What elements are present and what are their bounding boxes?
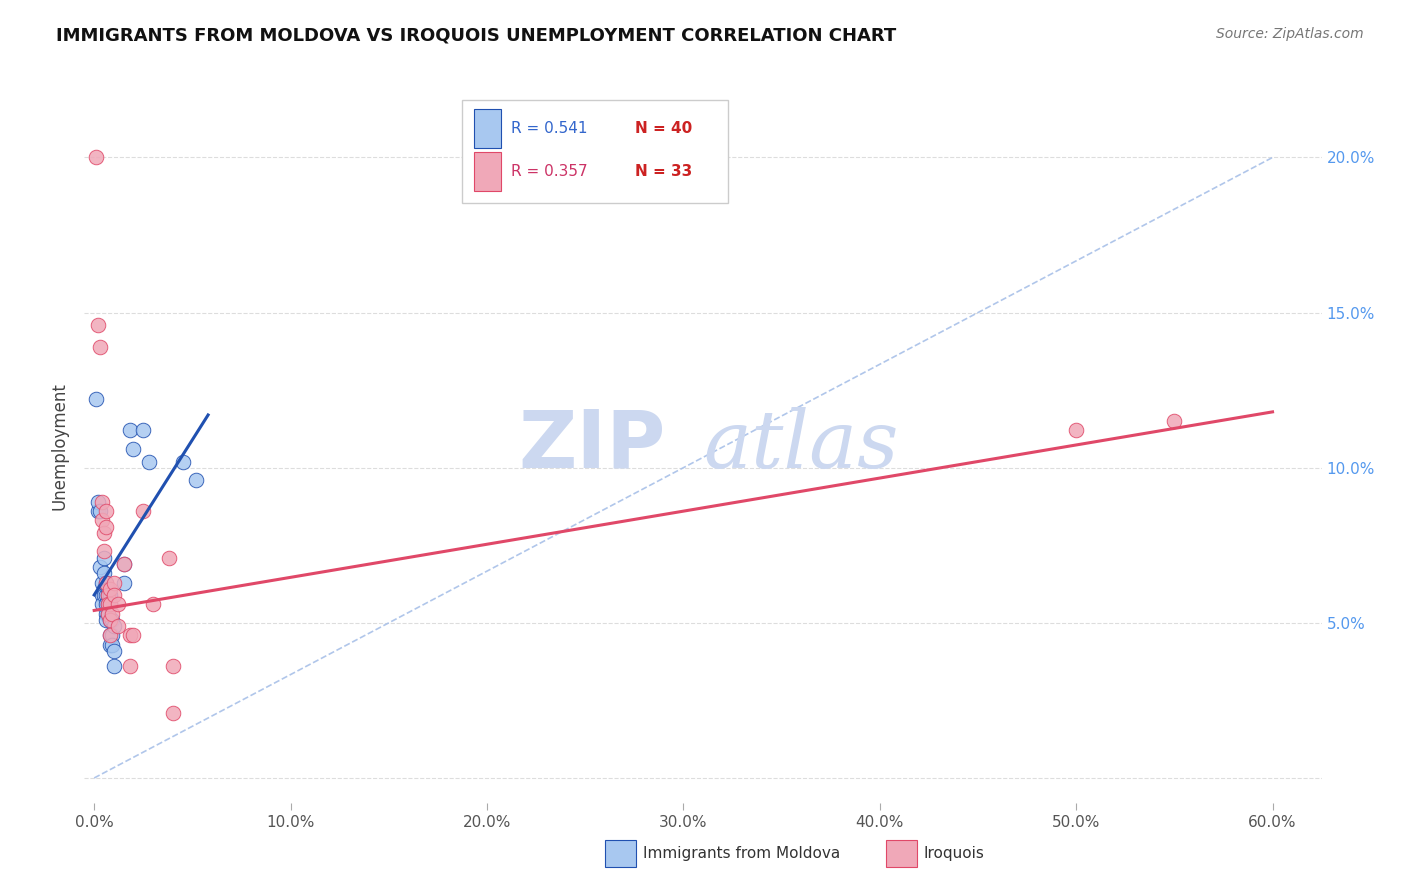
Point	[97, 607, 120, 621]
Point	[142, 597, 165, 611]
Text: N = 33: N = 33	[636, 164, 692, 178]
FancyBboxPatch shape	[474, 109, 502, 148]
Point	[97, 597, 120, 611]
Point	[93, 550, 115, 565]
Point	[1163, 414, 1185, 428]
Point	[89, 560, 111, 574]
Point	[122, 442, 145, 456]
Text: N = 40: N = 40	[636, 121, 692, 136]
Point	[101, 638, 124, 652]
Point	[94, 607, 117, 621]
Point	[98, 613, 121, 627]
Point	[89, 340, 111, 354]
Point	[91, 597, 114, 611]
Point	[98, 628, 121, 642]
Point	[98, 638, 121, 652]
Point	[98, 588, 121, 602]
Point	[107, 597, 129, 611]
Point	[98, 628, 121, 642]
Point	[98, 613, 121, 627]
Point	[98, 582, 121, 596]
Point	[103, 619, 125, 633]
Y-axis label: Unemployment: Unemployment	[51, 382, 69, 510]
Point	[87, 318, 110, 332]
Point	[118, 628, 141, 642]
Point	[94, 519, 117, 533]
Point	[1064, 424, 1087, 438]
Point	[94, 575, 117, 590]
Point	[91, 588, 114, 602]
Point	[89, 504, 111, 518]
Point	[93, 566, 115, 581]
FancyBboxPatch shape	[461, 100, 728, 203]
Point	[84, 392, 107, 407]
Point	[186, 473, 208, 487]
Text: Immigrants from Moldova: Immigrants from Moldova	[643, 847, 839, 861]
Point	[94, 504, 117, 518]
Text: atlas: atlas	[703, 408, 898, 484]
Point	[97, 588, 120, 602]
Point	[93, 582, 115, 596]
Point	[107, 619, 129, 633]
Point	[84, 151, 107, 165]
Point	[93, 525, 115, 540]
Point	[97, 597, 120, 611]
Point	[91, 575, 114, 590]
Point	[103, 588, 125, 602]
Point	[172, 454, 194, 468]
Point	[162, 706, 184, 720]
Point	[97, 607, 120, 621]
Point	[93, 544, 115, 558]
Point	[103, 575, 125, 590]
Point	[101, 607, 124, 621]
Point	[162, 659, 184, 673]
Point	[94, 588, 117, 602]
Point	[87, 504, 110, 518]
Point	[112, 575, 135, 590]
Point	[132, 504, 155, 518]
Point	[91, 513, 114, 527]
Point	[118, 659, 141, 673]
Point	[112, 557, 135, 571]
Point	[118, 424, 141, 438]
Point	[138, 454, 160, 468]
Text: Iroquois: Iroquois	[924, 847, 984, 861]
Point	[98, 597, 121, 611]
Point	[97, 582, 120, 596]
Text: R = 0.357: R = 0.357	[512, 164, 588, 178]
Point	[87, 495, 110, 509]
Point	[94, 597, 117, 611]
Point	[94, 575, 117, 590]
Point	[101, 613, 124, 627]
Text: Source: ZipAtlas.com: Source: ZipAtlas.com	[1216, 27, 1364, 41]
Point	[112, 557, 135, 571]
Point	[157, 550, 180, 565]
Point	[91, 495, 114, 509]
Point	[132, 424, 155, 438]
Text: ZIP: ZIP	[519, 407, 666, 485]
Text: IMMIGRANTS FROM MOLDOVA VS IROQUOIS UNEMPLOYMENT CORRELATION CHART: IMMIGRANTS FROM MOLDOVA VS IROQUOIS UNEM…	[56, 27, 897, 45]
Point	[101, 628, 124, 642]
FancyBboxPatch shape	[474, 152, 502, 191]
Text: R = 0.541: R = 0.541	[512, 121, 588, 136]
Point	[103, 659, 125, 673]
Point	[93, 588, 115, 602]
Point	[97, 588, 120, 602]
Point	[94, 613, 117, 627]
Point	[103, 644, 125, 658]
Point	[98, 597, 121, 611]
Point	[122, 628, 145, 642]
